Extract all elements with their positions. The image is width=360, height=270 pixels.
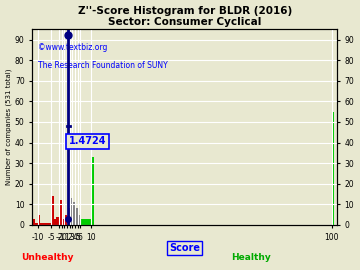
- Text: The Research Foundation of SUNY: The Research Foundation of SUNY: [38, 61, 168, 70]
- Text: ©www.textbiz.org: ©www.textbiz.org: [38, 43, 108, 52]
- Bar: [332, 112, 334, 225]
- Bar: [32, 219, 35, 225]
- X-axis label: Score: Score: [169, 243, 200, 253]
- Bar: [62, 219, 64, 225]
- Bar: [37, 215, 40, 225]
- Bar: [91, 157, 94, 225]
- Bar: [51, 196, 54, 225]
- Y-axis label: Number of companies (531 total): Number of companies (531 total): [5, 69, 12, 185]
- Bar: [69, 198, 72, 225]
- Bar: [54, 219, 56, 225]
- Bar: [56, 217, 59, 225]
- Bar: [64, 215, 67, 225]
- Bar: [35, 223, 37, 225]
- Text: Unhealthy: Unhealthy: [21, 253, 73, 262]
- Bar: [40, 223, 43, 225]
- Bar: [80, 219, 83, 225]
- Text: Healthy: Healthy: [231, 253, 271, 262]
- Bar: [86, 219, 88, 225]
- Bar: [88, 219, 91, 225]
- Bar: [46, 223, 48, 225]
- Bar: [48, 223, 51, 225]
- Text: 1.4724: 1.4724: [69, 136, 106, 146]
- Bar: [78, 215, 80, 225]
- Bar: [59, 200, 62, 225]
- Bar: [43, 223, 46, 225]
- Bar: [75, 208, 78, 225]
- Title: Z''-Score Histogram for BLDR (2016)
Sector: Consumer Cyclical: Z''-Score Histogram for BLDR (2016) Sect…: [77, 6, 292, 27]
- Bar: [72, 202, 75, 225]
- Bar: [83, 219, 86, 225]
- Bar: [67, 208, 69, 225]
